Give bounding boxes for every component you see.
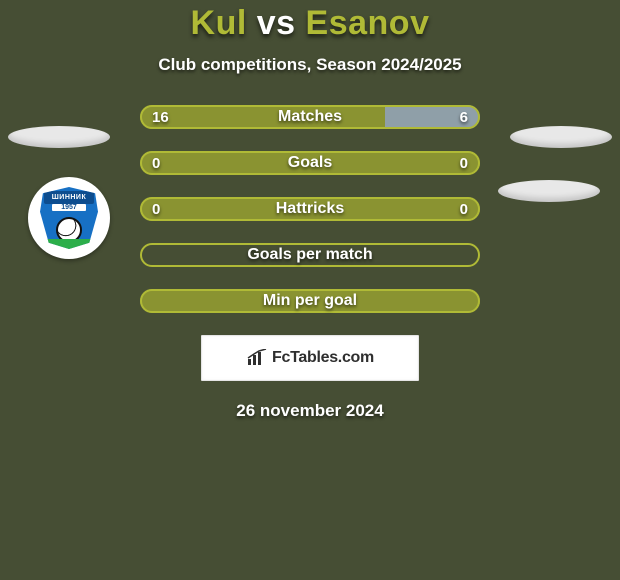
stat-row-matches: Matches16 6 (140, 105, 480, 129)
player2-photo-placeholder (510, 126, 612, 148)
stat-value-right: 0 (460, 151, 468, 175)
stat-row-hattricks: Hattricks0 0 (140, 197, 480, 221)
vs-separator: vs (257, 4, 296, 42)
player2-name: Esanov (306, 4, 430, 42)
stat-label: Goals (140, 151, 480, 175)
report-date: 26 november 2024 (0, 401, 620, 421)
badge-grass (47, 239, 91, 249)
comparison-widget: Kul vs Esanov Club competitions, Season … (0, 0, 620, 580)
player1-name: Kul (191, 4, 247, 42)
stat-label: Goals per match (140, 243, 480, 267)
attribution-text: FcTables.com (272, 349, 374, 367)
stat-label: Matches (140, 105, 480, 129)
club-badge-shinnik: ШИННИК 1957 (36, 185, 102, 251)
stat-bars: Matches166Goals00Hattricks00Goals per ma… (140, 105, 480, 313)
badge-banner: ШИННИК (44, 191, 94, 204)
player1-photo-placeholder (8, 126, 110, 148)
stat-value-left: 16 (152, 105, 169, 129)
stat-row-min-per-goal: Min per goal (140, 289, 480, 313)
bar-chart-icon (246, 349, 268, 367)
player1-club-badge: ШИННИК 1957 (28, 177, 110, 259)
stat-value-left: 0 (152, 197, 160, 221)
stat-value-left: 0 (152, 151, 160, 175)
stat-value-right: 6 (460, 105, 468, 129)
shield-icon: ШИННИК 1957 (40, 187, 98, 249)
stat-value-right: 0 (460, 197, 468, 221)
page-title: Kul vs Esanov (0, 4, 620, 43)
player2-club-placeholder (498, 180, 600, 202)
stat-label: Min per goal (140, 289, 480, 313)
stat-row-goals-per-match: Goals per match (140, 243, 480, 267)
stat-label: Hattricks (140, 197, 480, 221)
subtitle: Club competitions, Season 2024/2025 (0, 55, 620, 75)
badge-year: 1957 (52, 204, 86, 211)
stat-row-goals: Goals0 0 (140, 151, 480, 175)
attribution-logo[interactable]: FcTables.com (201, 335, 419, 381)
